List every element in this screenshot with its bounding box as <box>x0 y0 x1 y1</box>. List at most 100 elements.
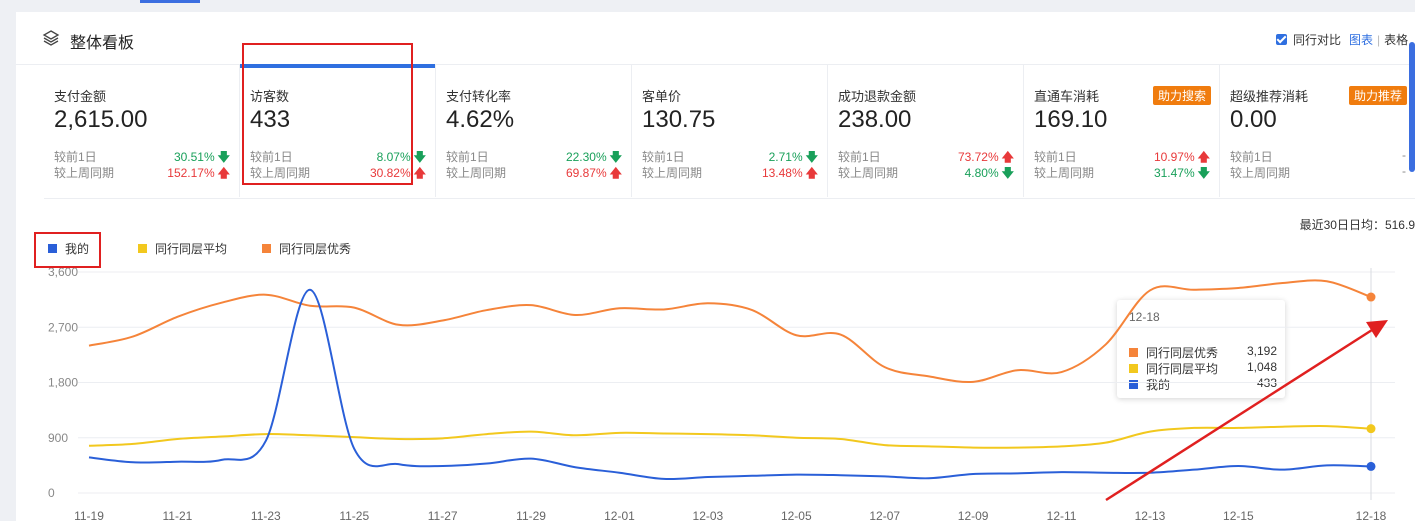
series-end-point <box>1366 292 1376 302</box>
tooltip-date: 12-18 <box>1129 310 1160 324</box>
week-compare-label: 较上周同期 <box>838 166 899 180</box>
legend-swatch <box>138 244 147 253</box>
arrow-up-icon: 🡅 <box>1001 150 1014 164</box>
boost-badge[interactable]: 助力搜索 <box>1152 86 1211 105</box>
week-compare-label: 较上周同期 <box>250 166 311 180</box>
compare-label[interactable]: 同行对比 <box>1293 33 1342 47</box>
arrow-up-icon: 🡅 <box>805 166 818 180</box>
x-tick-label: 11-19 <box>74 509 104 521</box>
tooltip-swatch <box>1129 348 1138 357</box>
thirty-day-average: 最近30日日均：516.9 <box>1299 218 1415 232</box>
week-compare-row: 较上周同期 30.82% 🡅 <box>250 164 426 181</box>
day-compare-label: 较前1日 <box>1034 150 1077 164</box>
series-end-point <box>1366 424 1376 434</box>
week-compare-row: 较上周同期 13.48% 🡅 <box>642 164 818 181</box>
week-compare-row: 较上周同期 - <box>1230 164 1406 181</box>
day-compare-row: 较前1日 22.30% 🡇 <box>446 148 622 165</box>
metric-label: 支付转化率 <box>446 89 512 104</box>
x-tick-label: 12-18 <box>1356 509 1387 521</box>
legend-item[interactable]: 同行同层平均 <box>138 240 227 257</box>
week-compare-label: 较上周同期 <box>1034 166 1095 180</box>
y-tick-label: 1,800 <box>48 376 78 390</box>
selected-indicator <box>240 64 435 68</box>
x-tick-label: 11-21 <box>163 509 193 521</box>
legend-label: 同行同层优秀 <box>279 242 352 256</box>
arrow-up-icon: 🡅 <box>609 166 622 180</box>
week-compare-pct: 31.47% 🡇 <box>1154 164 1210 185</box>
annotation-arrow <box>1105 320 1388 502</box>
week-compare-pct: 4.80% 🡇 <box>965 164 1014 185</box>
week-compare-row: 较上周同期 31.47% 🡇 <box>1034 164 1210 181</box>
x-tick-label: 11-27 <box>428 509 458 521</box>
tooltip-series-name: 同行同层平均 <box>1146 362 1219 376</box>
view-table-link[interactable]: 表格 <box>1384 33 1409 47</box>
boost-badge[interactable]: 助力推荐 <box>1348 86 1407 105</box>
arrow-down-icon: 🡇 <box>1001 166 1014 180</box>
metric-card[interactable]: 成功退款金额 238.00 较前1日 73.72% 🡅 较上周同期 4.80% 🡇 <box>828 64 1024 197</box>
metric-card[interactable]: 超级推荐消耗 0.00 助力推荐 较前1日 - 较上周同期 - <box>1220 64 1415 197</box>
metric-value: 2,615.00 <box>54 106 148 133</box>
x-tick-label: 12-09 <box>958 509 989 521</box>
arrow-down-icon: 🡇 <box>217 150 230 164</box>
highlight-box-visitors <box>242 43 413 185</box>
day-compare-pct: 8.07% 🡇 <box>377 148 426 169</box>
x-tick-label: 12-01 <box>604 509 635 521</box>
scrollbar[interactable] <box>1409 42 1415 172</box>
day-compare-pct: 10.97% 🡅 <box>1154 148 1210 169</box>
metric-label: 直通车消耗 <box>1034 89 1100 104</box>
week-compare-pct: 152.17% 🡅 <box>167 164 230 185</box>
metric-cards: 支付金额 2,615.00 较前1日 30.51% 🡇 较上周同期 152.17% 🡅 访客数 4… <box>44 64 1415 199</box>
legend-swatch <box>48 244 57 253</box>
legend-item[interactable]: 同行同层优秀 <box>262 240 351 257</box>
series-end-point <box>1366 461 1376 471</box>
arrow-down-icon: 🡇 <box>1197 166 1210 180</box>
panel-title: 整体看板 <box>70 35 135 52</box>
arrow-down-icon: 🡇 <box>609 150 622 164</box>
day-compare-pct: - <box>1402 148 1406 162</box>
x-tick-label: 12-03 <box>693 509 724 521</box>
metric-label: 超级推荐消耗 <box>1230 89 1309 104</box>
view-chart-link[interactable]: 图表 <box>1349 33 1374 47</box>
metric-card[interactable]: 客单价 130.75 较前1日 2.71% 🡇 较上周同期 13.48% 🡅 <box>632 64 828 197</box>
view-separator: | <box>1377 33 1381 47</box>
day-compare-row: 较前1日 2.71% 🡇 <box>642 148 818 165</box>
week-compare-pct: 30.82% 🡅 <box>370 164 426 185</box>
series-line <box>88 425 1372 449</box>
day-compare-pct: 30.51% 🡇 <box>174 148 230 169</box>
tooltip-row: 同行同层优秀 3,192 <box>1129 344 1277 361</box>
arrow-up-icon: 🡅 <box>413 166 426 180</box>
active-tab-indicator <box>140 0 200 3</box>
metric-value: 238.00 <box>838 106 912 133</box>
arrow-up-icon: 🡅 <box>1197 150 1210 164</box>
metric-label: 支付金额 <box>54 89 107 104</box>
day-compare-row: 较前1日 10.97% 🡅 <box>1034 148 1210 165</box>
week-compare-label: 较上周同期 <box>54 166 115 180</box>
x-tick-label: 12-13 <box>1135 509 1166 521</box>
metric-value: 433 <box>250 106 291 133</box>
day-compare-label: 较前1日 <box>446 150 489 164</box>
metric-value: 4.62% <box>446 106 515 133</box>
metric-value: 169.10 <box>1034 106 1108 133</box>
day-compare-row: 较前1日 - <box>1230 148 1406 165</box>
arrow-up-icon: 🡅 <box>217 166 230 180</box>
legend-label: 我的 <box>65 242 90 256</box>
tooltip-series-name: 同行同层优秀 <box>1146 346 1219 360</box>
day-compare-pct: 2.71% 🡇 <box>769 148 818 169</box>
series-line <box>88 279 1372 384</box>
metric-card[interactable]: 支付转化率 4.62% 较前1日 22.30% 🡇 较上周同期 69.87% 🡅 <box>436 64 632 197</box>
legend-item[interactable]: 我的 <box>48 240 89 257</box>
metric-card[interactable]: 直通车消耗 169.10 助力搜索 较前1日 10.97% 🡅 较上周同期 31.47% 🡇 <box>1024 64 1220 197</box>
week-compare-row: 较上周同期 4.80% 🡇 <box>838 164 1014 181</box>
panel-header: 整体看板 同行对比 图表 | 表格 <box>16 12 1415 65</box>
y-tick-label: 900 <box>48 431 68 445</box>
day-compare-row: 较前1日 30.51% 🡇 <box>54 148 230 165</box>
week-compare-label: 较上周同期 <box>1230 166 1291 180</box>
metric-card[interactable]: 访客数 433 较前1日 8.07% 🡇 较上周同期 30.82% 🡅 <box>240 64 436 197</box>
y-tick-label: 0 <box>48 486 55 500</box>
metric-card[interactable]: 支付金额 2,615.00 较前1日 30.51% 🡇 较上周同期 152.17% 🡅 <box>44 64 240 197</box>
day-compare-label: 较前1日 <box>54 150 97 164</box>
highlight-box-legend-mine <box>34 232 101 268</box>
compare-checkbox[interactable] <box>1276 34 1287 45</box>
day-compare-label: 较前1日 <box>642 150 685 164</box>
week-compare-row: 较上周同期 69.87% 🡅 <box>446 164 622 181</box>
